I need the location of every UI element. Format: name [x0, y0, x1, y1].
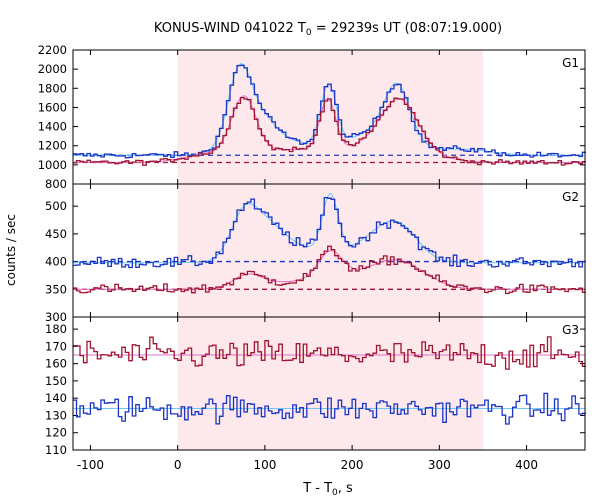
- x-tick-label: 300: [428, 458, 451, 472]
- y-tick-label: 180: [45, 322, 67, 336]
- y-tick-label: 1000: [38, 158, 67, 172]
- y-tick-label: 1400: [38, 120, 67, 134]
- series-histogram: [73, 392, 586, 425]
- series-histogram: [73, 336, 586, 370]
- panel-label: G3: [562, 323, 579, 337]
- x-axis-label: T - T0, s: [302, 481, 353, 498]
- panel-frame: [72, 316, 586, 451]
- y-tick-label: 120: [45, 426, 67, 440]
- y-tick-label: 1800: [38, 81, 67, 95]
- y-tick-label: 800: [45, 177, 67, 191]
- series-histogram: [73, 96, 586, 166]
- x-tick-label: -100: [77, 458, 104, 472]
- y-tick-label: 2000: [38, 62, 67, 76]
- x-tick-label: 0: [174, 458, 182, 472]
- y-tick-label: 170: [45, 339, 67, 353]
- panel-g3: 110 120 130 140 150 160 170 180 G3: [45, 316, 586, 457]
- y-tick-label: 140: [45, 391, 67, 405]
- plot-area: 8001000120014001600180020002200G13003504…: [38, 43, 586, 472]
- panel-g1: 800 1000 1200 1400 1600 1800 2000 2200 G1: [38, 43, 586, 191]
- series-histogram: [73, 64, 586, 159]
- shaded-interval: [177, 50, 483, 450]
- x-tick-label: 100: [253, 458, 276, 472]
- x-tick-label: 400: [515, 458, 538, 472]
- y-tick-label: 160: [45, 357, 67, 371]
- series-model-line: [73, 250, 585, 290]
- y-axis-label: counts / sec: [4, 214, 18, 286]
- y-tick-label: 450: [45, 227, 67, 241]
- x-tick-label: 200: [341, 458, 364, 472]
- y-tick-label: 110: [45, 443, 67, 457]
- y-tick-label: 130: [45, 408, 67, 422]
- y-tick-label: 150: [45, 374, 67, 388]
- panel-g2: 300 350 400 450 500 G2: [45, 183, 586, 324]
- series-histogram: [73, 196, 586, 269]
- y-tick-label: 300: [45, 310, 67, 324]
- y-tick-label: 400: [45, 255, 67, 269]
- chart-title: KONUS-WIND 041022 T0 = 29239s UT (08:07:…: [154, 21, 502, 38]
- panel-label: G2: [562, 190, 579, 204]
- y-tick-label: 500: [45, 199, 67, 213]
- y-tick-label: 2200: [38, 43, 67, 57]
- y-tick-label: 1200: [38, 139, 67, 153]
- panel-label: G1: [562, 56, 579, 70]
- y-tick-label: 350: [45, 282, 67, 296]
- y-tick-label: 1600: [38, 100, 67, 114]
- series-histogram: [73, 245, 586, 295]
